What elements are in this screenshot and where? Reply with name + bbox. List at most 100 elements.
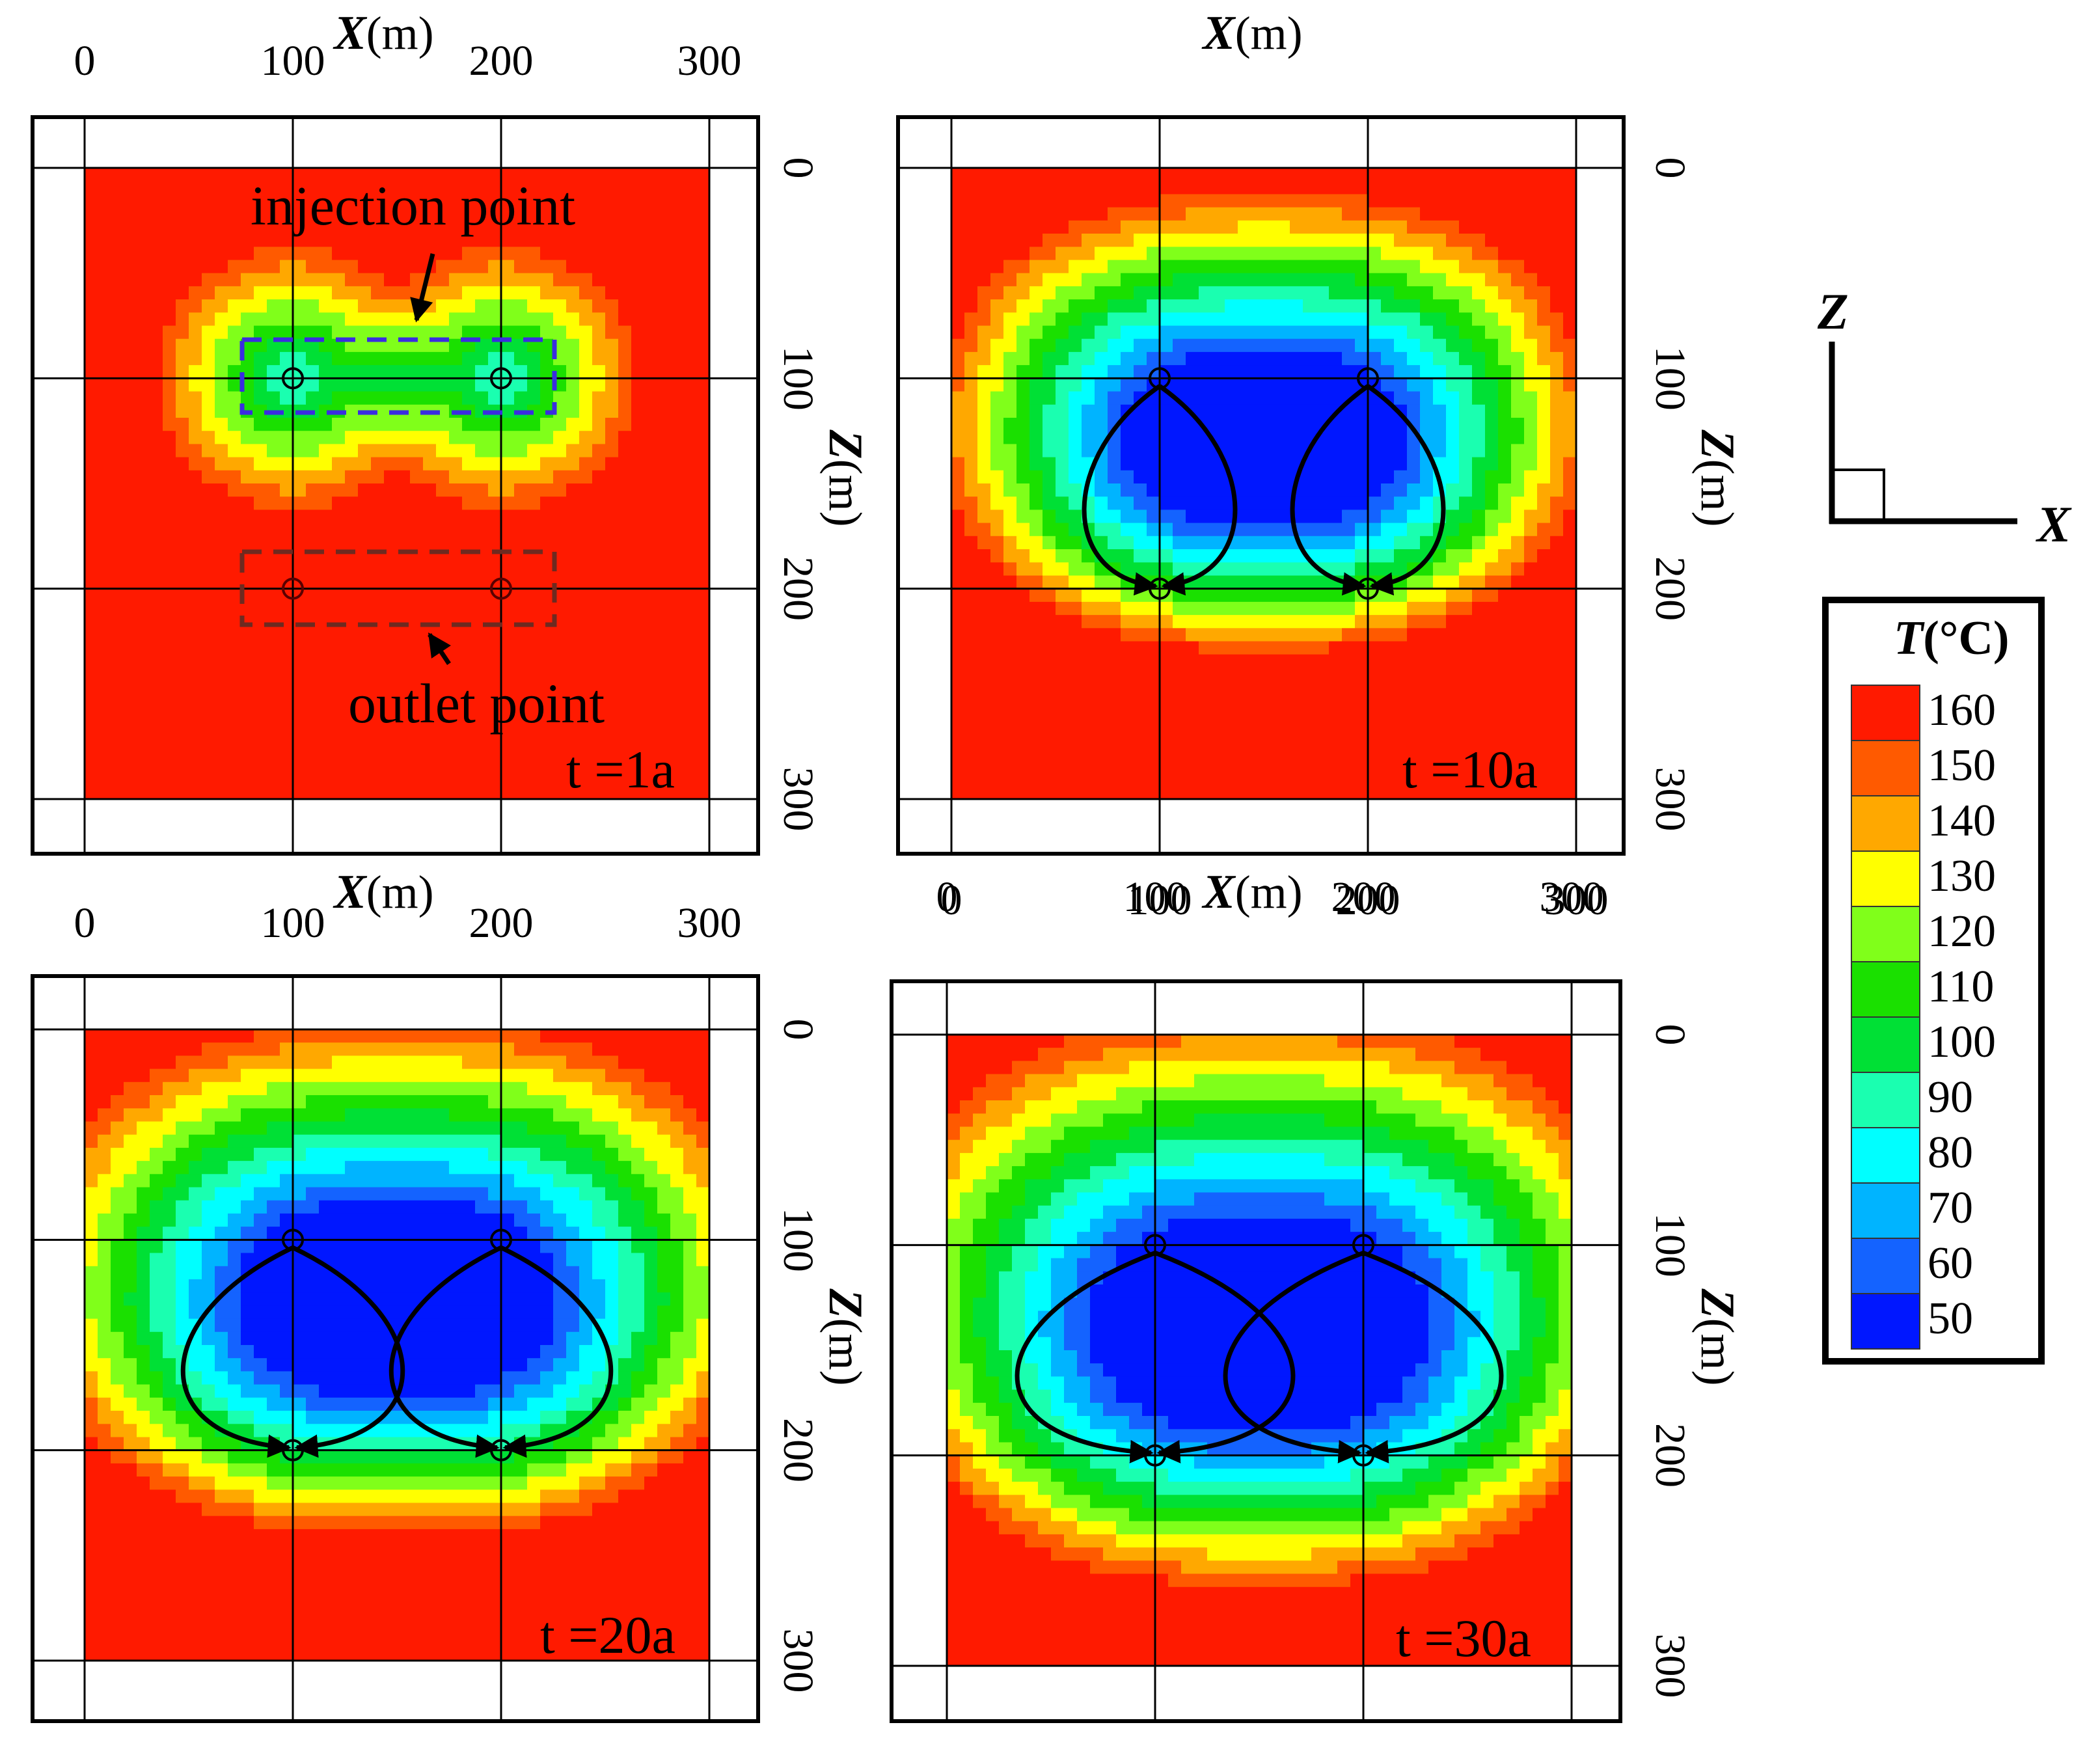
field-cell xyxy=(189,615,202,629)
field-cell xyxy=(670,194,684,208)
field-cell xyxy=(1186,351,1199,366)
field-cell xyxy=(384,470,398,484)
field-cell xyxy=(124,181,137,195)
field-cell xyxy=(1342,404,1356,418)
field-cell xyxy=(1368,628,1382,642)
field-cell xyxy=(1069,391,1082,405)
field-cell xyxy=(592,575,606,590)
field-cell xyxy=(1407,457,1421,471)
field-cell xyxy=(332,667,346,681)
field-cell xyxy=(1342,720,1356,734)
field-cell xyxy=(449,220,463,234)
field-cell xyxy=(1264,601,1277,616)
field-cell xyxy=(527,299,541,314)
field-cell xyxy=(436,260,450,274)
field-cell xyxy=(189,562,202,577)
field-cell xyxy=(98,772,111,787)
field-cell xyxy=(176,365,189,379)
field-cell xyxy=(618,588,632,603)
field-cell xyxy=(990,681,1004,695)
field-cell xyxy=(137,785,150,800)
field-cell xyxy=(319,601,333,616)
field-cell xyxy=(1095,247,1108,261)
field-cell xyxy=(280,720,293,734)
field-cell xyxy=(1212,391,1225,405)
field-cell xyxy=(358,510,372,524)
field-cell xyxy=(267,523,280,537)
field-cell xyxy=(384,299,398,314)
field-cell xyxy=(1498,181,1512,195)
field-cell xyxy=(189,628,202,642)
field-cell xyxy=(462,654,476,668)
field-cell xyxy=(1251,746,1264,761)
field-cell xyxy=(1550,260,1564,274)
field-cell xyxy=(345,523,359,537)
field-cell xyxy=(189,707,202,721)
field-cell xyxy=(1303,260,1316,274)
field-cell xyxy=(1134,312,1147,327)
field-cell xyxy=(1394,772,1408,787)
field-cell xyxy=(1537,733,1551,747)
field-cell xyxy=(163,418,176,431)
field-cell xyxy=(1498,523,1512,537)
field-cell xyxy=(977,431,991,445)
field-cell xyxy=(1329,351,1343,366)
field-cell xyxy=(1550,720,1564,734)
field-cell xyxy=(1485,220,1499,234)
field-cell xyxy=(501,720,515,734)
field-cell xyxy=(1368,431,1382,445)
field-cell xyxy=(1056,391,1069,405)
field-cell xyxy=(618,234,632,247)
field-cell xyxy=(501,312,515,327)
field-cell xyxy=(436,431,450,445)
field-cell xyxy=(1563,615,1577,629)
field-cell xyxy=(657,641,671,655)
field-cell xyxy=(951,181,965,195)
field-cell xyxy=(111,168,124,182)
field-cell xyxy=(1368,247,1382,261)
field-cell xyxy=(410,325,424,340)
field-cell xyxy=(423,286,437,300)
field-cell xyxy=(306,496,320,511)
field-cell xyxy=(964,549,978,563)
field-cell xyxy=(137,1647,150,1661)
field-cell xyxy=(215,759,228,774)
field-cell xyxy=(449,694,463,708)
field-cell xyxy=(1446,759,1460,774)
field-cell xyxy=(1160,720,1173,734)
field-cell xyxy=(1446,457,1460,471)
field-cell xyxy=(462,720,476,734)
field-cell xyxy=(1290,181,1303,195)
field-cell xyxy=(1303,404,1316,418)
field-cell xyxy=(462,707,476,721)
field-cell xyxy=(990,759,1004,774)
field-cell xyxy=(1524,536,1538,550)
field-cell xyxy=(332,168,346,182)
field-cell xyxy=(1095,220,1108,234)
field-cell xyxy=(696,273,710,287)
field-cell xyxy=(1160,431,1173,445)
field-cell xyxy=(1433,338,1447,353)
field-cell xyxy=(384,549,398,563)
field-cell xyxy=(1524,325,1538,340)
field-cell xyxy=(1537,181,1551,195)
field-cell xyxy=(449,575,463,590)
field-cell xyxy=(176,378,189,392)
field-cell xyxy=(163,1227,176,1241)
field-cell xyxy=(1459,247,1473,261)
field-cell xyxy=(319,273,333,287)
field-cell xyxy=(306,378,320,392)
field-cell xyxy=(1277,299,1290,314)
field-cell xyxy=(1082,260,1095,274)
field-cell xyxy=(189,299,202,314)
field-cell xyxy=(1082,694,1095,708)
field-cell xyxy=(1368,457,1382,471)
field-cell xyxy=(150,483,163,497)
field-cell xyxy=(1069,351,1082,366)
field-cell xyxy=(514,247,528,261)
field-cell xyxy=(579,457,593,471)
field-cell xyxy=(579,207,593,221)
field-cell xyxy=(1381,641,1395,655)
field-cell xyxy=(1485,312,1499,327)
field-cell xyxy=(592,654,606,668)
